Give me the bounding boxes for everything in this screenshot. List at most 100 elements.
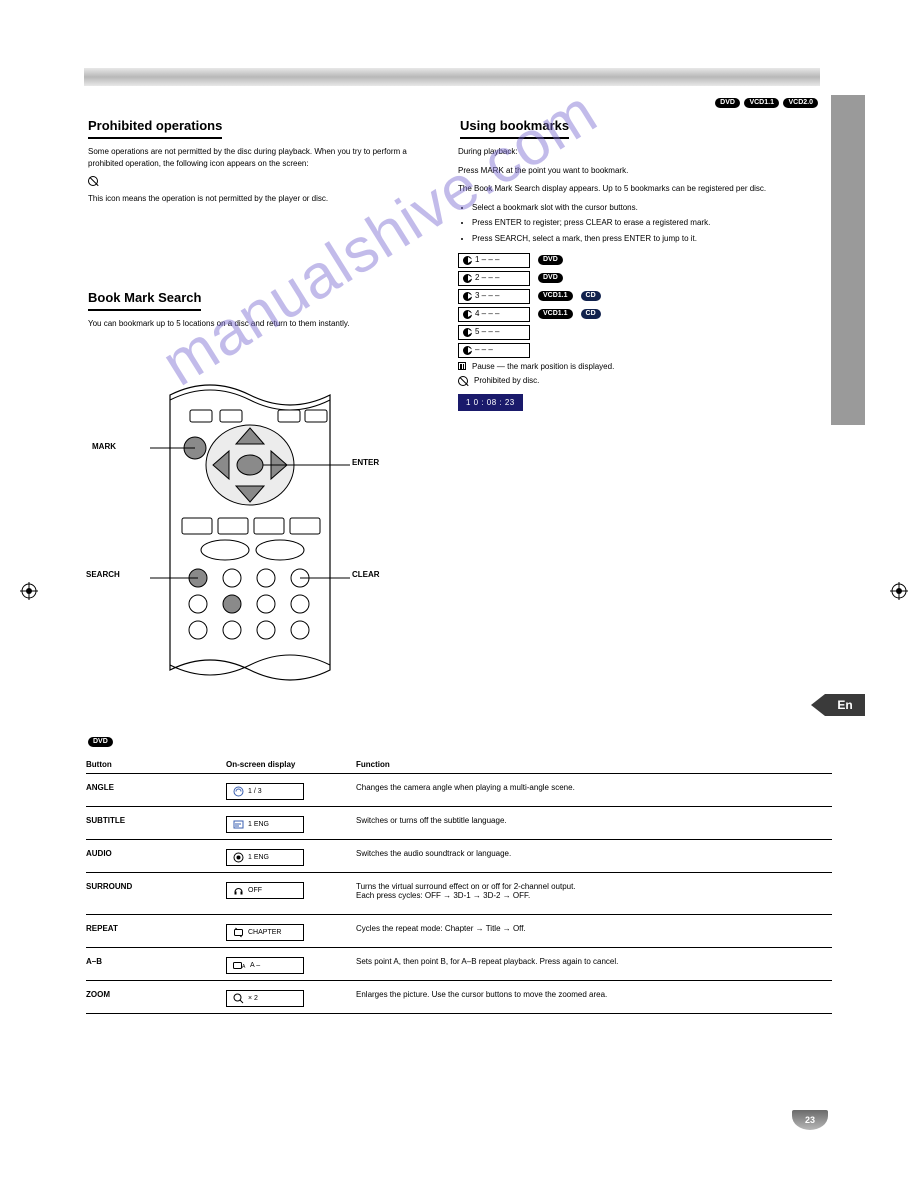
th-button: Button [86, 760, 226, 769]
bookmark-slot: 2 – – – [458, 271, 530, 286]
bookmark-slot: 4 – – – [458, 307, 530, 322]
bullet: Press ENTER to register; press CLEAR to … [472, 217, 820, 229]
table-row: SUBTITLE 1 ENG Switches or turns off the… [86, 807, 832, 840]
remote-control-illustration: MARK ENTER SEARCH CLEAR [150, 370, 350, 700]
zoom-icon [233, 993, 244, 1004]
cell-display: A A – [226, 957, 356, 974]
prohibit-icon-line [88, 175, 418, 187]
mark-icon [463, 310, 472, 319]
para: Some operations are not permitted by the… [88, 146, 418, 169]
mark-icon [463, 346, 472, 355]
disc-type-badges: DVD VCD1.1 VCD2.0 [713, 96, 818, 108]
table-row: SURROUND OFF Turns the virtual surround … [86, 873, 832, 915]
remote-svg [150, 370, 350, 700]
cell-display: 1 ENG [226, 849, 356, 866]
section-prohibited-body: Some operations are not permitted by the… [88, 146, 418, 210]
pause-note-row: Pause — the mark position is displayed. [458, 361, 820, 373]
table-header-row: Button On-screen display Function [86, 760, 832, 774]
callout-enter: ENTER [352, 458, 379, 467]
step: The Book Mark Search display appears. Up… [458, 183, 820, 195]
selected-bookmark-display: 1 0 : 08 : 23 [458, 390, 820, 412]
cell-desc: Switches or turns off the subtitle langu… [356, 816, 832, 833]
table-row: REPEAT CHAPTER Cycles the repeat mode: C… [86, 915, 832, 948]
bookmark-row: 4 – – – VCD1.1 CD [458, 307, 820, 322]
thumb-index-grey-block [831, 95, 865, 425]
badge-dvd: DVD [538, 273, 563, 283]
bullet: Press SEARCH, select a mark, then press … [472, 233, 820, 245]
cell-desc: Changes the camera angle when playing a … [356, 783, 832, 800]
badge-vcd: VCD1.1 [538, 291, 573, 301]
callout-mark: MARK [92, 442, 116, 451]
table-row: AUDIO 1 ENG Switches the audio soundtrac… [86, 840, 832, 873]
section-bookmark-title: Book Mark Search [88, 290, 201, 311]
bookmark-slot: 5 – – – [458, 325, 530, 340]
subtitle-icon [233, 819, 244, 830]
badge-vcd11: VCD1.1 [744, 98, 779, 108]
language-tab-en: En [825, 694, 865, 716]
bookmark-row: – – – [458, 343, 820, 358]
cell-button: ZOOM [86, 990, 226, 1007]
para: This icon means the operation is not per… [88, 193, 418, 205]
section-prohibited-title: Prohibited operations [88, 118, 222, 139]
cell-display: 1 / 3 [226, 783, 356, 800]
cell-desc: Enlarges the picture. Use the cursor but… [356, 990, 832, 1007]
prohibit-icon [458, 376, 468, 386]
bookmark-table: 1 – – – DVD 2 – – – DVD 3 – – – VCD1.1 C… [458, 253, 820, 412]
bookmark-row: 1 – – – DVD [458, 253, 820, 268]
registration-mark-right [890, 582, 908, 600]
table-row: ZOOM × 2 Enlarges the picture. Use the c… [86, 981, 832, 1014]
badge-vcd20: VCD2.0 [783, 98, 818, 108]
header-gradient-bar [84, 68, 820, 86]
page: DVD VCD1.1 VCD2.0 Prohibited operations … [0, 0, 918, 1188]
mark-icon [463, 274, 472, 283]
callout-clear: CLEAR [352, 570, 380, 579]
bookmark-row: 2 – – – DVD [458, 271, 820, 286]
prohibit-icon [88, 176, 98, 186]
cell-display: 1 ENG [226, 816, 356, 833]
cell-button: REPEAT [86, 924, 226, 941]
cell-button: ANGLE [86, 783, 226, 800]
section-bookmark-intro: You can bookmark up to 5 locations on a … [88, 318, 418, 330]
section-using-bookmarks-body: During playback: Press MARK at the point… [458, 146, 820, 411]
pause-icon [458, 362, 466, 370]
badge-vcd: VCD1.1 [538, 309, 573, 319]
steps-intro: During playback: [458, 146, 820, 158]
bookmark-row: 3 – – – VCD1.1 CD [458, 289, 820, 304]
cell-display: CHAPTER [226, 924, 356, 941]
ab-repeat-icon: A [233, 960, 246, 971]
cell-button: SURROUND [86, 882, 226, 900]
prohibit-note-row: Prohibited by disc. [458, 375, 820, 387]
table-row: ANGLE 1 / 3 Changes the camera angle whe… [86, 774, 832, 807]
cell-button: A–B [86, 957, 226, 974]
bookmark-row: 5 – – – [458, 325, 820, 340]
th-function: Function [356, 760, 832, 769]
cell-display: OFF [226, 882, 356, 900]
camera-angle-icon [233, 786, 244, 797]
audio-icon [233, 852, 244, 863]
badge-dvd: DVD [715, 98, 740, 108]
badge-cd: CD [581, 291, 601, 301]
cell-display: × 2 [226, 990, 356, 1007]
mark-icon [463, 256, 472, 265]
cell-desc: Switches the audio soundtrack or languag… [356, 849, 832, 866]
cell-desc: Sets point A, then point B, for A–B repe… [356, 957, 832, 974]
mark-icon [463, 292, 472, 301]
bullets: Select a bookmark slot with the cursor b… [472, 202, 820, 245]
table-row: A–B A A – Sets point A, then point B, fo… [86, 948, 832, 981]
function-table: Button On-screen display Function ANGLE … [86, 760, 832, 1014]
bookmark-slot: 1 – – – [458, 253, 530, 268]
bookmark-slot: 3 – – – [458, 289, 530, 304]
section-using-bookmarks-title: Using bookmarks [460, 118, 569, 139]
headphone-icon [233, 885, 244, 896]
cell-button: AUDIO [86, 849, 226, 866]
svg-text:A: A [242, 964, 246, 970]
badge-dvd: DVD [88, 737, 113, 747]
cell-desc: Turns the virtual surround effect on or … [356, 882, 832, 900]
mark-icon [463, 328, 472, 337]
cell-desc: Cycles the repeat mode: Chapter → Title … [356, 924, 832, 941]
step: Press MARK at the point you want to book… [458, 165, 820, 177]
badge-dvd: DVD [538, 255, 563, 265]
callout-search: SEARCH [86, 570, 120, 579]
badge-cd: CD [581, 309, 601, 319]
cell-button: SUBTITLE [86, 816, 226, 833]
